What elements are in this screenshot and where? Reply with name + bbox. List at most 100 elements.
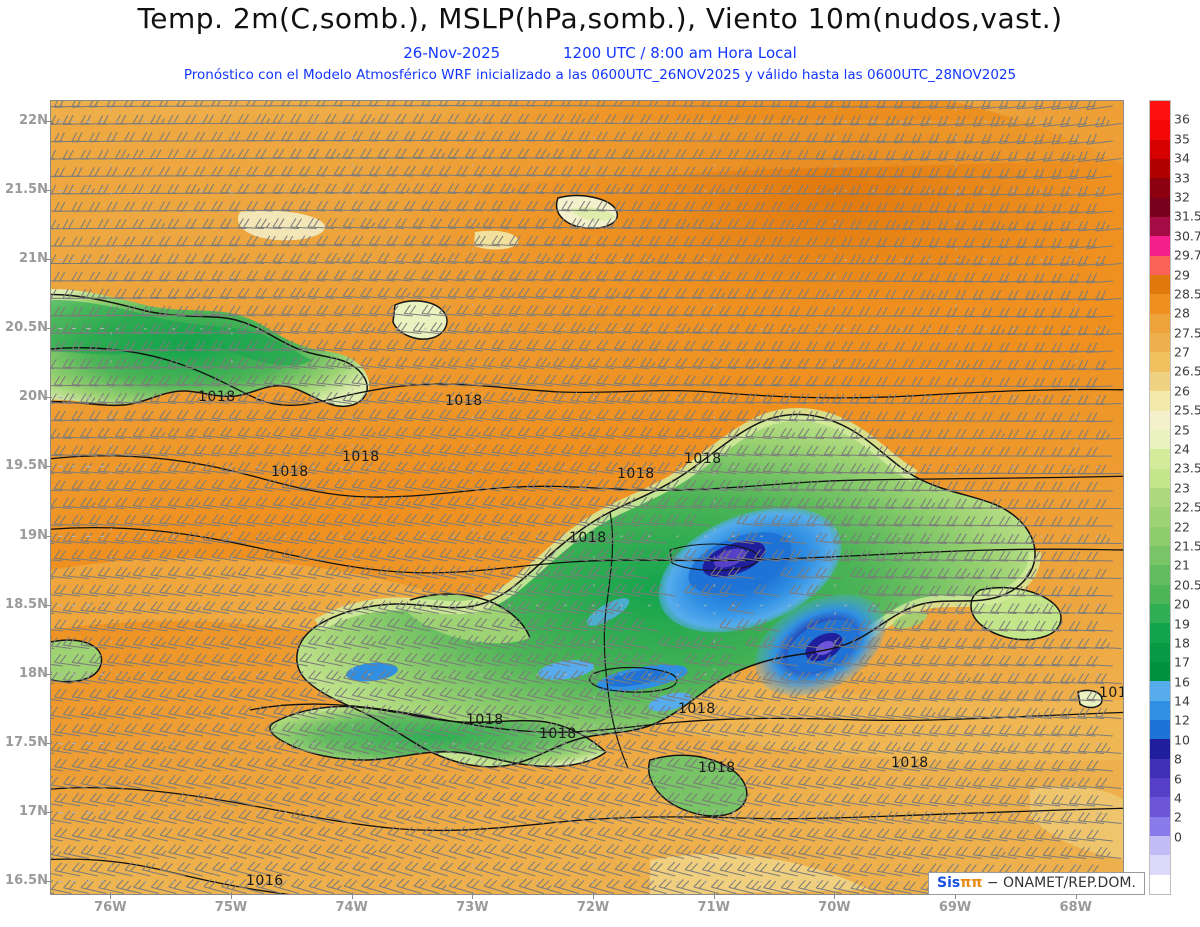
grid-dot: [714, 444, 716, 447]
grid-dot: [955, 864, 957, 867]
grid-dot: [1096, 259, 1099, 261]
colorbar-swatch: [1150, 565, 1170, 584]
grid-dot: [834, 388, 836, 391]
grid-dot: [760, 812, 763, 814]
grid-dot: [256, 466, 259, 468]
colorbar-tick-label: 25: [1174, 422, 1190, 437]
grid-dot: [1040, 328, 1043, 330]
grid-dot: [834, 276, 836, 279]
grid-dot: [452, 605, 455, 607]
grid-dot: [480, 121, 483, 123]
grid-dot: [231, 836, 233, 839]
grid-dot: [1076, 304, 1078, 307]
grid-dash: [72, 881, 76, 882]
colorbar-tick-label: 14: [1174, 694, 1190, 709]
grid-dot: [714, 836, 716, 839]
grid-dot: [564, 743, 567, 745]
grid-dot: [592, 743, 595, 745]
grid-dot: [620, 605, 623, 607]
grid-dot: [1012, 674, 1015, 676]
grid-dot: [648, 328, 651, 330]
grid-dot: [592, 466, 595, 468]
colorbar-swatch: [1150, 178, 1170, 197]
grid-dot: [228, 328, 231, 330]
grid-dot: [1076, 220, 1078, 223]
colorbar-swatch: [1150, 333, 1170, 352]
grid-dot: [1012, 190, 1015, 192]
grid-dot: [110, 612, 112, 615]
grid-dot: [144, 259, 147, 261]
grid-dot: [480, 259, 483, 261]
grid-dot: [424, 190, 427, 192]
grid-dot: [396, 328, 399, 330]
grid-dot: [834, 332, 836, 335]
grid-dot: [452, 190, 455, 192]
x-axis-label: 71W: [684, 900, 744, 915]
grid-dot: [110, 416, 112, 419]
grid-dot: [593, 780, 595, 783]
grid-dot: [472, 192, 474, 195]
grid-dot: [593, 220, 595, 223]
grid-dash: [86, 536, 90, 537]
grid-dot: [472, 248, 474, 251]
grid-dot: [231, 416, 233, 419]
grid-dot: [593, 864, 595, 867]
grid-dot: [760, 466, 763, 468]
colorbar-tick-label: 21.5: [1174, 538, 1200, 553]
grid-dot: [116, 812, 119, 814]
grid-dot: [648, 881, 651, 883]
grid-dot: [834, 584, 836, 587]
grid-dot: [955, 668, 957, 671]
colorbar-swatch: [1150, 875, 1170, 894]
grid-dot: [704, 536, 707, 538]
colorbar-swatch: [1150, 314, 1170, 333]
colorbar-tick-label: 4: [1174, 791, 1182, 806]
grid-dot: [172, 121, 175, 123]
grid-dot: [424, 121, 427, 123]
grid-dot: [593, 724, 595, 727]
grid-dot: [368, 328, 371, 330]
grid-dash: [58, 812, 62, 813]
grid-dot: [396, 812, 399, 814]
grid-dot: [872, 605, 875, 607]
isobar-label: 1018: [678, 701, 716, 717]
grid-dot: [110, 248, 112, 251]
grid-dot: [352, 220, 354, 223]
grid-dot: [872, 674, 875, 676]
grid-dot: [732, 397, 735, 399]
colorbar[interactable]: [1149, 100, 1171, 895]
grid-dot: [536, 605, 539, 607]
grid-dot: [955, 752, 957, 755]
colorbar-tick-label: 2: [1174, 810, 1182, 825]
grid-dot: [352, 192, 354, 195]
grid-dot: [228, 881, 231, 883]
grid-dot: [834, 164, 836, 167]
grid-dash: [100, 605, 104, 606]
grid-dash: [100, 121, 104, 122]
grid-dot: [284, 328, 287, 330]
grid-dot: [256, 812, 259, 814]
grid-dot: [620, 190, 623, 192]
grid-dot: [312, 674, 315, 676]
colorbar-swatch: [1150, 430, 1170, 449]
grid-dot: [110, 444, 112, 447]
grid-dot: [352, 696, 354, 699]
grid-dot: [472, 332, 474, 335]
grid-dot: [593, 248, 595, 251]
map-plot-area[interactable]: 1018101810181018101810181018101810181018…: [50, 100, 1124, 895]
grid-dot: [472, 388, 474, 391]
grid-dot: [760, 881, 763, 883]
grid-dot: [472, 864, 474, 867]
colorbar-swatch: [1150, 391, 1170, 410]
grid-dot: [508, 190, 511, 192]
grid-dot: [284, 121, 287, 123]
grid-dot: [714, 500, 716, 503]
grid-dot: [472, 164, 474, 167]
grid-dot: [231, 304, 233, 307]
grid-dot: [536, 674, 539, 676]
grid-dot: [231, 276, 233, 279]
grid-dot: [592, 397, 595, 399]
colorbar-swatch: [1150, 101, 1170, 120]
grid-dot: [472, 696, 474, 699]
grid-dot: [172, 536, 175, 538]
